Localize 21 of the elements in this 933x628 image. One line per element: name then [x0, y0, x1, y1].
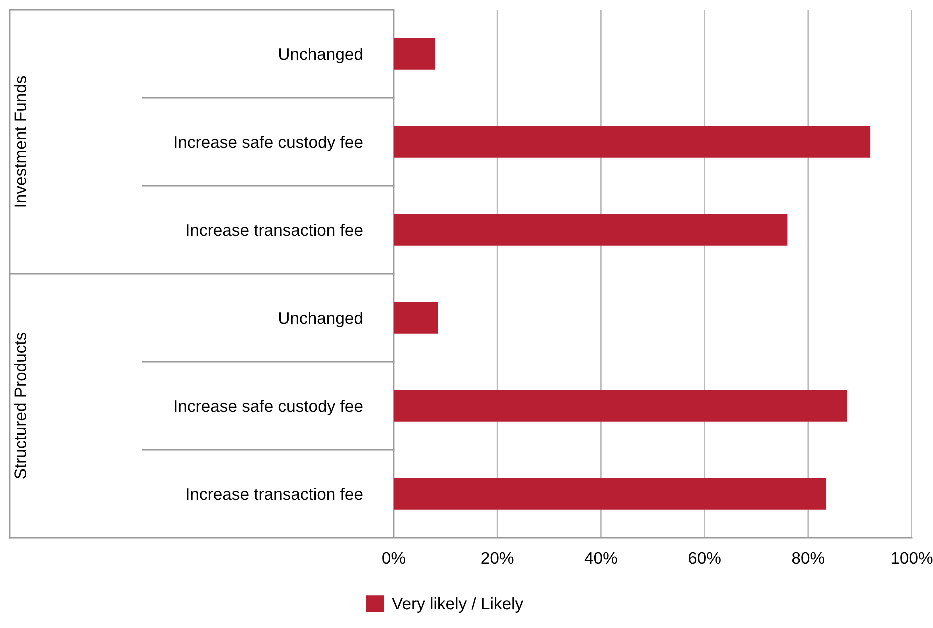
y-tick-label: Increase transaction fee	[187, 488, 363, 500]
x-tick-label: 80%	[792, 552, 824, 564]
y-tick-label: Unchanged	[279, 48, 362, 64]
x-tick-label: 60%	[688, 552, 721, 564]
bar	[394, 126, 871, 158]
bar	[394, 478, 827, 510]
x-tick-label: 20%	[482, 552, 514, 564]
y-tick-label: Increase safe custody fee	[175, 400, 363, 416]
x-tick-label: 40%	[584, 552, 618, 564]
bar	[394, 214, 788, 246]
y-tick-label: Increase safe custody fee	[175, 136, 363, 152]
bar	[394, 38, 436, 70]
y-tick-label: Unchanged	[279, 312, 362, 328]
x-tick-label: 100%	[892, 552, 933, 564]
y-tick-label: Increase transaction fee	[187, 224, 363, 236]
bar	[394, 302, 438, 334]
legend-label: Very likely / Likely	[392, 597, 524, 613]
text: Investment Funds	[14, 76, 26, 207]
bar	[394, 390, 848, 422]
x-tick-label: 0%	[382, 552, 406, 564]
text: Structured Products	[14, 332, 26, 479]
